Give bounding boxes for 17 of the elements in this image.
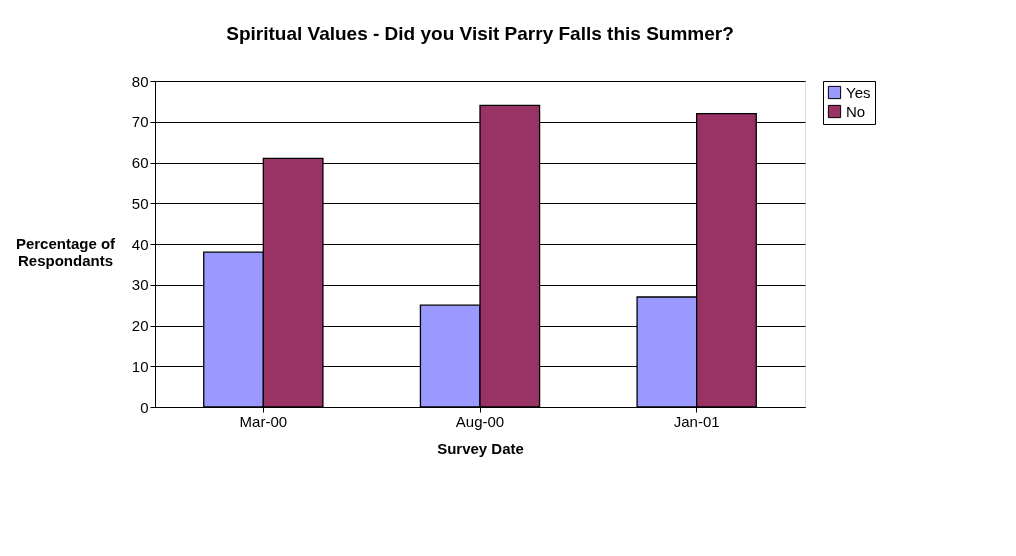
chart-title: Spiritual Values - Did you Visit Parry Falls this Summer?: [226, 23, 734, 44]
y-axis-title: Percentage of Respondants: [15, 234, 117, 269]
x-axis-title: Survey Date: [437, 439, 524, 457]
y-tick-label: 40: [131, 235, 149, 253]
legend-label: Yes: [846, 83, 871, 101]
y-tick-label: 50: [131, 194, 149, 212]
y-tick-label: 20: [131, 317, 149, 334]
x-tick-label: Aug-00: [455, 412, 505, 430]
x-tick-label: Mar-00: [239, 412, 288, 430]
legend-label: No: [846, 102, 866, 120]
y-tick-label: 10: [131, 357, 149, 375]
y-tick-label: 60: [131, 154, 149, 171]
y-tick-label: 0: [140, 398, 149, 416]
y-tick-label: 70: [131, 113, 149, 131]
x-tick-label: Jan-01: [673, 412, 720, 430]
y-tick-label: 80: [131, 72, 149, 90]
y-tick-label: 30: [131, 276, 149, 294]
